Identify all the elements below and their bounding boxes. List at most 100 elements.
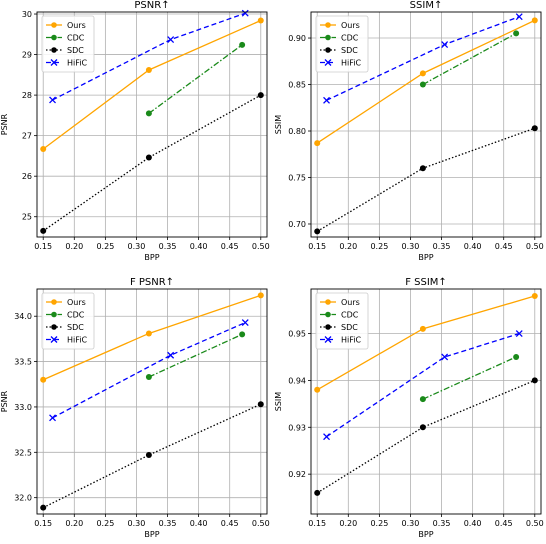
data-point-ours bbox=[531, 293, 538, 300]
legend-marker bbox=[325, 299, 331, 305]
x-axis-label: BPP bbox=[418, 530, 433, 539]
y-tick-label: 0.80 bbox=[288, 127, 306, 136]
data-point-hific bbox=[323, 433, 331, 441]
data-point-ours bbox=[40, 376, 47, 383]
legend-label: Ours bbox=[341, 298, 360, 307]
legend-box bbox=[41, 15, 95, 73]
x-tick-label: 0.40 bbox=[190, 242, 208, 251]
data-point-sdc bbox=[314, 228, 321, 235]
data-point-cdc bbox=[419, 396, 426, 403]
y-tick-label: 34.0 bbox=[14, 312, 32, 321]
data-point-hific bbox=[241, 319, 249, 327]
x-tick-label: 0.20 bbox=[65, 519, 83, 528]
data-point-sdc bbox=[145, 154, 152, 161]
x-tick-label: 0.25 bbox=[96, 519, 114, 528]
y-tick-label: 0.70 bbox=[288, 220, 306, 229]
legend-marker bbox=[324, 59, 332, 66]
legend-box bbox=[41, 292, 95, 350]
x-tick-label: 0.35 bbox=[433, 242, 451, 251]
data-point-cdc bbox=[145, 110, 152, 117]
x-tick-label: 0.50 bbox=[252, 242, 270, 251]
plot-frame bbox=[36, 11, 268, 238]
data-point-cdc bbox=[513, 30, 520, 37]
legend-marker bbox=[50, 336, 58, 343]
data-point-sdc bbox=[40, 504, 47, 511]
data-point-hific bbox=[323, 96, 331, 104]
data-point-cdc bbox=[513, 353, 520, 360]
x-tick-label: 0.25 bbox=[370, 519, 388, 528]
x-tick-label: 0.45 bbox=[221, 519, 239, 528]
legend-marker bbox=[51, 47, 57, 53]
legend: Ours CDC SDC HiFiC bbox=[41, 292, 95, 350]
y-tick-label: 0.95 bbox=[288, 330, 306, 339]
data-point-hific bbox=[441, 353, 449, 361]
data-point-ours bbox=[145, 66, 152, 73]
x-tick-label: 0.15 bbox=[308, 242, 326, 251]
plot-frame bbox=[310, 11, 542, 238]
x-tick-label: 0.30 bbox=[128, 519, 146, 528]
x-tick-label: 0.15 bbox=[308, 519, 326, 528]
chart-title: F PSNR↑ bbox=[130, 277, 174, 288]
y-axis-label: PSNR bbox=[0, 113, 9, 135]
legend-marker bbox=[325, 47, 331, 53]
legend: Ours CDC SDC HiFiC bbox=[315, 292, 369, 350]
series-line-hific bbox=[326, 332, 520, 438]
x-axis-label: BPP bbox=[418, 253, 433, 262]
y-tick-label: 32.5 bbox=[14, 448, 32, 457]
legend-label: CDC bbox=[341, 311, 359, 320]
legend-label: Ours bbox=[67, 298, 86, 307]
x-tick-label: 0.25 bbox=[96, 242, 114, 251]
y-axis-label: SSIM bbox=[274, 115, 283, 135]
x-tick-label: 0.30 bbox=[128, 242, 146, 251]
data-point-cdc bbox=[239, 41, 246, 48]
x-tick-label: 0.20 bbox=[65, 242, 83, 251]
data-point-hific bbox=[441, 41, 449, 49]
data-point-sdc bbox=[145, 452, 152, 459]
x-tick-label: 0.45 bbox=[495, 519, 513, 528]
legend-marker bbox=[325, 324, 331, 330]
x-tick-label: 0.25 bbox=[370, 242, 388, 251]
data-point-hific bbox=[167, 36, 175, 44]
x-tick-label: 0.45 bbox=[495, 242, 513, 251]
x-tick-label: 0.40 bbox=[190, 519, 208, 528]
x-tick-label: 0.35 bbox=[159, 519, 177, 528]
y-tick-label: 0.75 bbox=[288, 173, 306, 182]
data-point-ours bbox=[257, 292, 264, 299]
chart-title: SSIM↑ bbox=[410, 0, 443, 11]
legend-marker bbox=[51, 299, 57, 305]
plot-frame bbox=[310, 288, 542, 515]
legend: Ours CDC SDC HiFiC bbox=[41, 15, 95, 73]
y-tick-label: 0.85 bbox=[288, 81, 306, 90]
chart-panel-2: 0.15 0.20 0.25 0.30 0.35 0.40 0.45 0.50 0.70 0.75… bbox=[274, 0, 544, 262]
data-point-ours bbox=[40, 146, 47, 153]
x-tick-label: 0.15 bbox=[34, 519, 52, 528]
x-tick-label: 0.15 bbox=[34, 242, 52, 251]
y-axis-label: PSNR bbox=[0, 390, 9, 412]
y-tick-label: 28 bbox=[22, 91, 32, 100]
legend-label: HiFiC bbox=[67, 336, 87, 345]
data-point-hific bbox=[167, 351, 175, 359]
x-axis-label: BPP bbox=[144, 253, 159, 262]
series-line-cdc bbox=[148, 44, 243, 114]
legend-label: SDC bbox=[67, 46, 84, 55]
legend-box bbox=[315, 15, 369, 73]
x-tick-label: 0.35 bbox=[433, 519, 451, 528]
chart-panel-1: 0.15 0.20 0.25 0.30 0.35 0.40 0.45 0.50 25 26 27 28… bbox=[0, 0, 270, 262]
data-point-sdc bbox=[257, 401, 264, 408]
series-line-cdc bbox=[148, 333, 243, 378]
legend-label: HiFiC bbox=[341, 336, 361, 345]
data-point-ours bbox=[145, 330, 152, 337]
legend-label: SDC bbox=[341, 46, 358, 55]
y-tick-label: 0.92 bbox=[288, 470, 306, 479]
legend-label: SDC bbox=[67, 323, 84, 332]
x-tick-label: 0.50 bbox=[252, 519, 270, 528]
x-tick-label: 0.35 bbox=[159, 242, 177, 251]
series-line-sdc bbox=[42, 403, 262, 509]
data-point-hific bbox=[515, 330, 523, 337]
y-tick-label: 29 bbox=[22, 51, 32, 60]
legend-marker bbox=[324, 336, 332, 343]
legend-box bbox=[315, 292, 369, 350]
legend-marker bbox=[325, 34, 331, 41]
x-tick-label: 0.30 bbox=[402, 242, 420, 251]
series-line-sdc bbox=[316, 127, 536, 232]
